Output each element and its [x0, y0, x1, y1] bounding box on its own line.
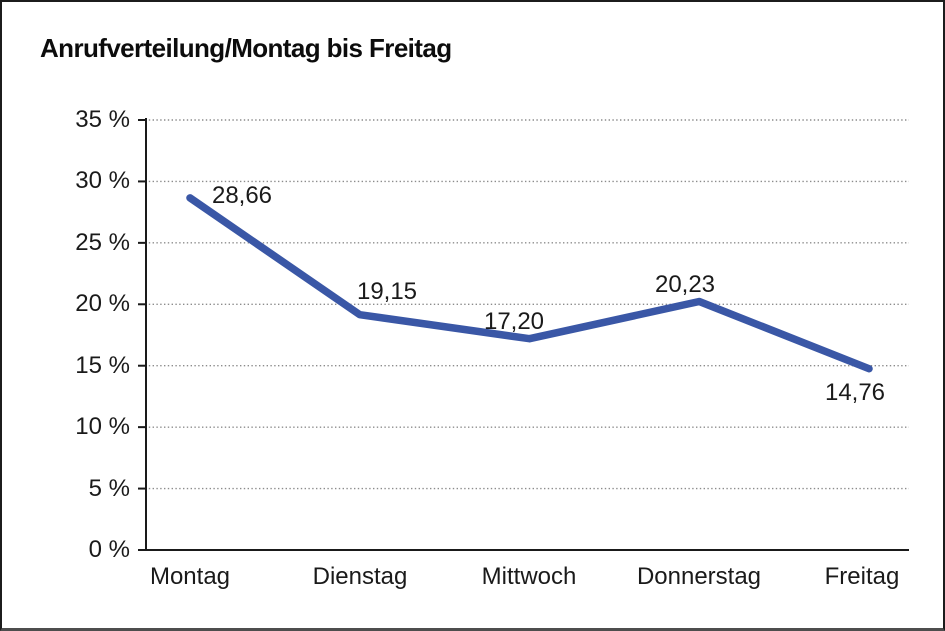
y-axis-tick-label: 5 % — [88, 474, 130, 502]
y-axis-tick-label: 30 % — [75, 167, 130, 195]
x-axis-category-label: Montag — [149, 563, 231, 590]
y-axis-tick-label: 10 % — [75, 413, 130, 441]
y-axis-tick-label: 0 % — [88, 536, 130, 563]
data-point-value-label: 28,66 — [211, 182, 273, 209]
y-axis-tick-label: 35 % — [75, 106, 130, 133]
x-axis-category-label: Mittwoch — [481, 563, 577, 590]
gridlines — [145, 119, 909, 490]
x-axis-category-label: Freitag — [824, 563, 900, 590]
x-axis-category-label: Donnerstag — [636, 563, 762, 590]
axis-ticks — [138, 119, 145, 551]
y-axis-tick-label: 15 % — [75, 351, 130, 379]
chart-title: Anrufverteilung/Montag bis Freitag — [40, 33, 452, 63]
data-point-value-label: 20,23 — [654, 271, 716, 298]
data-point-value-label: 14,76 — [824, 379, 886, 406]
data-point-value-label: 17,20 — [483, 308, 545, 335]
y-axis-tick-label: 25 % — [75, 228, 130, 256]
data-point-value-label: 19,15 — [356, 278, 418, 305]
x-axis-category-label: Dienstag — [312, 563, 408, 590]
data-series-line — [186, 194, 873, 373]
y-axis-tick-label: 20 % — [75, 290, 130, 318]
